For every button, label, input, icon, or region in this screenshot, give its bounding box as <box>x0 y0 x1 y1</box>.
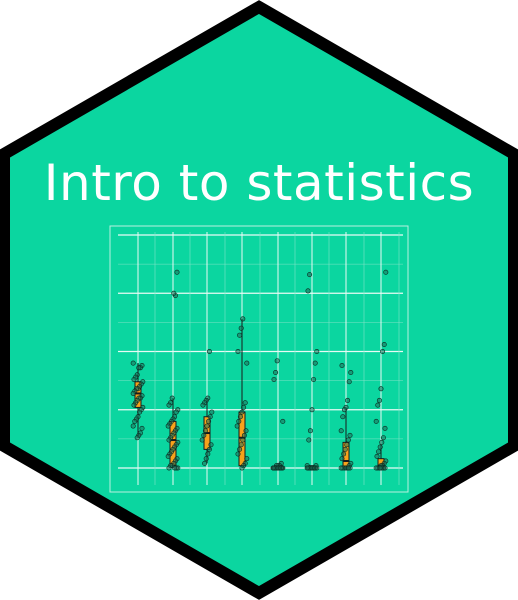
data-point <box>172 291 176 295</box>
data-point <box>236 452 240 456</box>
data-point <box>167 403 171 407</box>
data-point <box>166 454 170 458</box>
data-point <box>245 456 249 460</box>
sticker-title: Intro to statistics <box>0 150 518 216</box>
data-point <box>209 443 213 447</box>
data-point <box>339 466 343 470</box>
data-point <box>273 370 277 374</box>
data-point <box>305 466 309 470</box>
data-point <box>240 466 244 470</box>
data-point <box>245 361 249 365</box>
data-point <box>175 270 179 274</box>
data-point <box>378 466 382 470</box>
data-point <box>235 424 239 428</box>
data-point <box>383 426 387 430</box>
data-point <box>306 289 310 293</box>
data-point <box>202 461 206 465</box>
data-point <box>382 342 386 346</box>
data-point <box>315 349 319 353</box>
data-point <box>343 447 347 451</box>
data-point <box>201 403 205 407</box>
data-point <box>342 408 346 412</box>
data-point <box>207 349 211 353</box>
data-point <box>133 419 137 423</box>
data-point <box>206 419 210 423</box>
data-point <box>380 440 384 444</box>
data-point <box>241 405 245 409</box>
data-point <box>208 415 212 419</box>
data-point <box>307 272 311 276</box>
data-point <box>374 419 378 423</box>
data-point <box>137 410 141 414</box>
data-point <box>131 391 135 395</box>
data-point <box>275 359 279 363</box>
data-point <box>345 398 349 402</box>
data-point <box>204 456 208 460</box>
data-point <box>346 438 350 442</box>
data-point <box>241 317 245 321</box>
data-point <box>341 415 345 419</box>
data-point <box>237 333 241 337</box>
data-point <box>132 403 136 407</box>
data-point <box>172 466 176 470</box>
data-point <box>307 438 311 442</box>
data-point <box>239 443 243 447</box>
data-point <box>166 424 170 428</box>
data-point <box>340 363 344 367</box>
data-point <box>381 436 385 440</box>
data-point <box>341 452 345 456</box>
data-point <box>244 429 248 433</box>
data-point <box>237 447 241 451</box>
data-point <box>375 454 379 458</box>
data-point <box>348 433 352 437</box>
data-point <box>240 410 244 414</box>
data-point <box>167 466 171 470</box>
data-point <box>207 447 211 451</box>
data-point <box>242 433 246 437</box>
data-point <box>376 403 380 407</box>
data-point <box>174 410 178 414</box>
data-point <box>132 377 136 381</box>
data-point <box>272 377 276 381</box>
data-point <box>345 443 349 447</box>
data-point <box>347 380 351 384</box>
data-point <box>236 349 240 353</box>
data-point <box>200 438 204 442</box>
data-point <box>376 449 380 453</box>
data-point <box>203 429 207 433</box>
hexagon-background <box>4 7 514 593</box>
data-point <box>281 419 285 423</box>
data-point <box>340 456 344 460</box>
data-point <box>210 410 214 414</box>
data-point <box>377 398 381 402</box>
data-point <box>379 387 383 391</box>
data-point <box>380 349 384 353</box>
data-point <box>137 366 141 370</box>
data-point <box>202 433 206 437</box>
data-point <box>243 401 247 405</box>
data-point <box>140 426 144 430</box>
data-point <box>239 326 243 330</box>
data-point <box>131 361 135 365</box>
data-point <box>241 438 245 442</box>
data-point <box>205 424 209 428</box>
data-point <box>238 415 242 419</box>
data-point <box>310 408 314 412</box>
data-point <box>384 270 388 274</box>
data-point <box>308 429 312 433</box>
data-point <box>378 445 382 449</box>
data-point <box>349 370 353 374</box>
data-point <box>339 429 343 433</box>
data-point <box>271 466 275 470</box>
data-point <box>313 361 317 365</box>
data-point <box>131 424 135 428</box>
data-point <box>167 438 171 442</box>
data-point <box>206 452 210 456</box>
data-point <box>135 436 139 440</box>
data-point <box>311 377 315 381</box>
data-point <box>346 466 350 470</box>
data-point <box>170 396 174 400</box>
data-point <box>237 419 241 423</box>
